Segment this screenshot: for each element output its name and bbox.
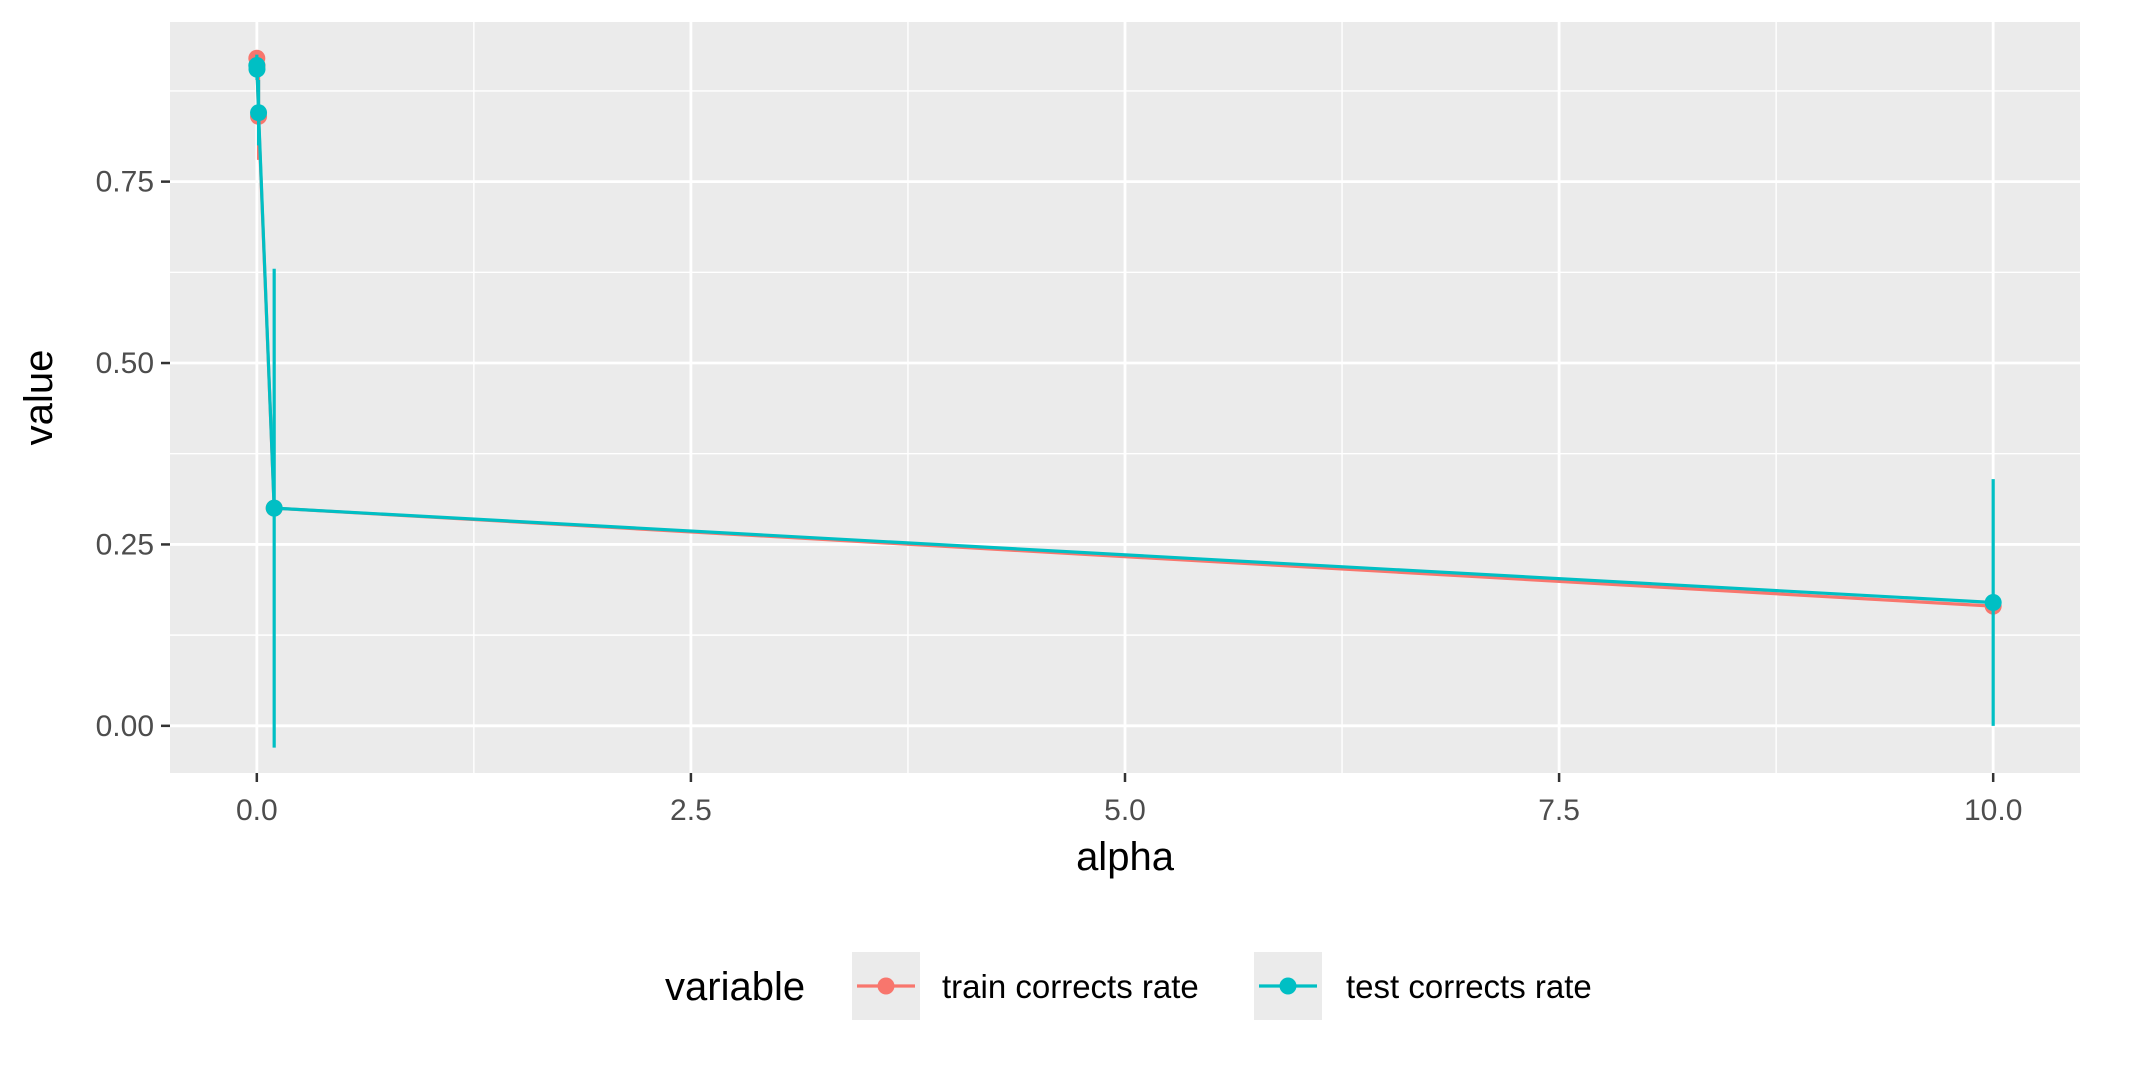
data-point bbox=[265, 499, 283, 517]
x-tick-label: 0.0 bbox=[236, 794, 278, 827]
y-axis: 0.00 0.25 0.50 0.75 bbox=[96, 166, 170, 743]
series-1 bbox=[248, 54, 2002, 748]
legend-key-point bbox=[877, 977, 895, 995]
x-tick-label: 7.5 bbox=[1538, 794, 1580, 827]
data-point bbox=[250, 104, 268, 122]
legend-label: train corrects rate bbox=[942, 968, 1199, 1005]
y-tick-label: 0.75 bbox=[96, 166, 154, 199]
x-tick-label: 5.0 bbox=[1104, 794, 1146, 827]
legend-key-1 bbox=[1254, 952, 1322, 1020]
legend-key-point bbox=[1279, 977, 1297, 995]
x-axis: 0.0 2.5 5.0 7.5 10.0 bbox=[236, 773, 2022, 827]
data-point bbox=[248, 60, 266, 78]
y-tick-label: 0.25 bbox=[96, 528, 154, 561]
x-axis-title: alpha bbox=[1076, 835, 1175, 879]
y-tick-label: 0.50 bbox=[96, 347, 154, 380]
y-axis-title: value bbox=[17, 350, 61, 446]
legend: variable train corrects rate test corrects… bbox=[665, 952, 1592, 1020]
y-tick-label: 0.00 bbox=[96, 710, 154, 743]
legend-key-0 bbox=[852, 952, 920, 1020]
x-tick-label: 10.0 bbox=[1964, 794, 2022, 827]
x-tick-label: 2.5 bbox=[670, 794, 712, 827]
data-point bbox=[1984, 593, 2002, 611]
legend-title: variable bbox=[665, 965, 805, 1009]
legend-label: test corrects rate bbox=[1346, 968, 1592, 1005]
major-grid bbox=[170, 22, 2080, 773]
